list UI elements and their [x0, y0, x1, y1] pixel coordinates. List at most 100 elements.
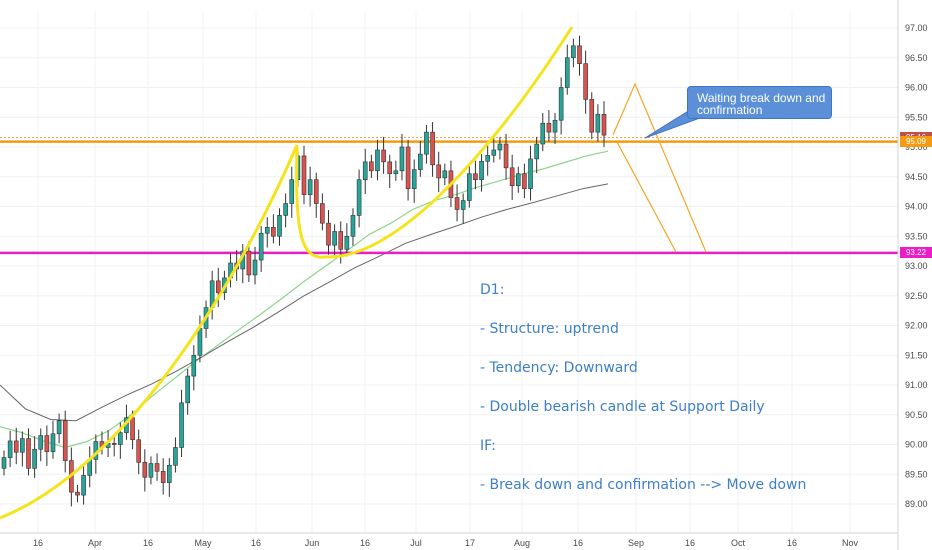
candle-body [485, 155, 490, 162]
price-badge-text: 93.22 [905, 248, 927, 258]
candle-body [338, 231, 344, 250]
y-tick-label: 94.50 [905, 172, 928, 182]
candle-body [411, 169, 417, 189]
candle-body [399, 146, 405, 172]
candle-body [601, 113, 607, 136]
candle-body [491, 149, 497, 156]
candle-body [393, 170, 399, 175]
chart-drawings [0, 26, 707, 520]
candle-body [332, 231, 337, 246]
candle-body [154, 463, 160, 472]
x-tick-label: Apr [88, 538, 102, 548]
candle-body [320, 203, 325, 224]
candle-body [75, 491, 80, 496]
candle-body [454, 197, 460, 210]
x-tick-label: Aug [514, 538, 530, 548]
candle-body [522, 173, 527, 189]
candle-body [301, 155, 307, 195]
candle-body [44, 435, 50, 452]
candlesticks [1, 35, 607, 507]
y-tick-label: 96.00 [905, 83, 928, 93]
candle-body [258, 232, 264, 261]
candle-body [1, 457, 7, 469]
candle-body [540, 122, 546, 145]
uptrend-pattern-arc [0, 144, 299, 520]
candle-body [326, 222, 331, 246]
y-tick-label: 93.50 [905, 231, 928, 241]
candle-body [418, 153, 423, 170]
analysis-note: D1: - Structure: uptrend - Tendency: Dow… [480, 258, 806, 505]
candle-body [32, 448, 37, 469]
y-tick-label: 91.50 [905, 350, 928, 360]
callout-text: Waiting break down and confirmation [697, 91, 826, 117]
y-tick-label: 92.00 [905, 321, 928, 331]
candle-body [571, 45, 576, 59]
candle-body [38, 435, 44, 450]
y-tick-label: 95.50 [905, 112, 928, 122]
candle-body [252, 259, 258, 276]
y-tick-label: 93.00 [905, 261, 928, 271]
fast-moving-average [0, 150, 609, 449]
x-tick-label: Jun [305, 538, 320, 548]
candle-body [179, 402, 184, 448]
candle-body [197, 328, 203, 356]
candle-body [350, 215, 356, 237]
candle-body [81, 475, 86, 496]
candle-body [595, 113, 601, 133]
candle-body [277, 215, 282, 237]
candle-body [503, 143, 509, 169]
candle-body [191, 354, 197, 377]
x-tick-label: 16 [33, 538, 43, 548]
price-badge-95-09: 95.09 [900, 136, 932, 148]
candle-body [552, 119, 558, 133]
x-tick-label: 16 [685, 538, 695, 548]
candle-body [387, 161, 393, 175]
x-tick-label: 16 [787, 538, 797, 548]
y-tick-label: 92.50 [905, 291, 928, 301]
candle-body [289, 179, 295, 204]
candle-body [589, 99, 595, 133]
candle-body [442, 170, 448, 179]
x-tick-label: 16 [251, 538, 261, 548]
candle-body [136, 439, 141, 463]
candle-body [13, 440, 19, 453]
x-tick-label: Jul [410, 538, 422, 548]
candle-body [173, 447, 178, 466]
y-tick-label: 91.00 [905, 380, 928, 390]
candle-body [148, 463, 154, 478]
y-tick-label: 94.00 [905, 202, 928, 212]
candle-body [497, 143, 503, 151]
candle-body [62, 420, 68, 461]
candle-body [167, 465, 172, 483]
candle-body [344, 235, 350, 250]
projection-upper [612, 82, 707, 253]
candle-body [381, 149, 386, 163]
candle-body [577, 45, 582, 64]
slow-moving-average [0, 183, 609, 422]
candle-body [356, 179, 362, 216]
note-line: - Structure: uptrend [480, 321, 619, 337]
candle-body [160, 470, 166, 483]
candle-body [50, 433, 56, 452]
candle-body [473, 173, 478, 181]
candle-body [479, 160, 484, 181]
note-line: - Break down and confirmation --> Move d… [480, 477, 807, 493]
y-tick-label: 90.00 [905, 440, 928, 450]
x-tick-label: 17 [465, 538, 475, 548]
candle-body [111, 443, 117, 445]
candle-body [283, 203, 288, 216]
candle-body [20, 438, 25, 453]
candle-body [460, 200, 466, 210]
candle-body [130, 417, 135, 441]
candle-body [369, 161, 374, 172]
candle-body [528, 158, 533, 189]
x-tick-label: Sep [628, 538, 644, 548]
candle-body [313, 179, 319, 204]
y-tick-label: 90.50 [905, 410, 928, 420]
cup-pattern-arc [295, 26, 574, 259]
candle-body [436, 164, 441, 179]
candle-body [424, 131, 429, 155]
projection-lower [616, 141, 677, 253]
candle-body [534, 143, 539, 160]
